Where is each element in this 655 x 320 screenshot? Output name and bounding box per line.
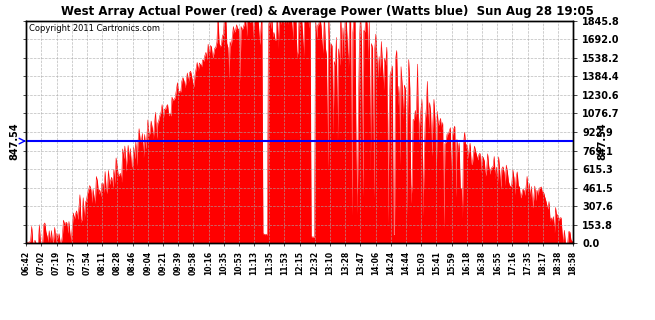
- Text: West Array Actual Power (red) & Average Power (Watts blue)  Sun Aug 28 19:05: West Array Actual Power (red) & Average …: [61, 5, 594, 18]
- Text: Copyright 2011 Cartronics.com: Copyright 2011 Cartronics.com: [29, 24, 160, 33]
- Text: 847.54: 847.54: [10, 122, 20, 160]
- Text: 847.54: 847.54: [598, 122, 608, 160]
